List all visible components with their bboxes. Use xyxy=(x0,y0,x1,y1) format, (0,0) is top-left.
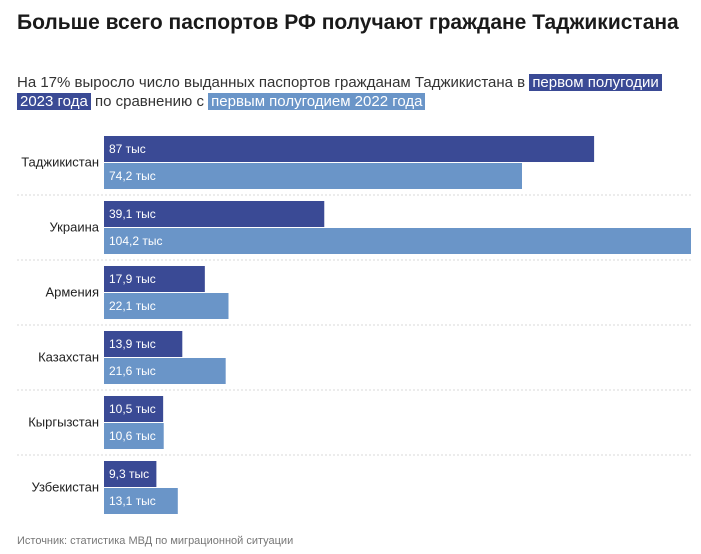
subtitle-middle: по сравнению с xyxy=(94,93,204,110)
bar-value-label: 104,2 тыс xyxy=(109,234,162,248)
category-label: Украина xyxy=(50,219,100,234)
bar xyxy=(104,201,325,227)
bar xyxy=(104,423,164,449)
bar-value-label: 17,9 тыс xyxy=(109,272,156,286)
subtitle-highlight-2022: первым полугодием 2022 года xyxy=(208,93,426,110)
bar xyxy=(104,396,164,422)
bar xyxy=(104,228,691,254)
bar-value-label: 39,1 тыс xyxy=(109,207,156,221)
bar xyxy=(104,461,157,487)
category-label: Казахстан xyxy=(38,349,99,364)
bar-value-label: 10,5 тыс xyxy=(109,402,156,416)
chart-subtitle: На 17% выросло число выданных паспортов … xyxy=(17,73,687,111)
bar xyxy=(104,488,178,514)
bar xyxy=(104,163,522,189)
bar xyxy=(104,136,595,162)
category-label: Кыргызстан xyxy=(28,414,99,429)
bar-value-label: 13,1 тыс xyxy=(109,494,156,508)
bar xyxy=(104,331,183,357)
bar-value-label: 22,1 тыс xyxy=(109,299,156,313)
bar-value-label: 21,6 тыс xyxy=(109,364,156,378)
bar-value-label: 74,2 тыс xyxy=(109,169,156,183)
bar-value-label: 87 тыс xyxy=(109,142,146,156)
bar-value-label: 9,3 тыс xyxy=(109,467,149,481)
bar-value-label: 10,6 тыс xyxy=(109,429,156,443)
bar xyxy=(104,266,205,292)
bar xyxy=(104,358,226,384)
chart-title: Больше всего паспортов РФ получают гражд… xyxy=(17,11,679,34)
bar-value-label: 13,9 тыс xyxy=(109,337,156,351)
category-label: Узбекистан xyxy=(31,479,99,494)
category-label: Таджикистан xyxy=(21,154,99,169)
category-label: Армения xyxy=(45,284,99,299)
source-note: Источник: статистика МВД по миграционной… xyxy=(17,535,294,547)
bar xyxy=(104,293,229,319)
subtitle-prefix: На 17% выросло число выданных паспортов … xyxy=(17,74,526,91)
